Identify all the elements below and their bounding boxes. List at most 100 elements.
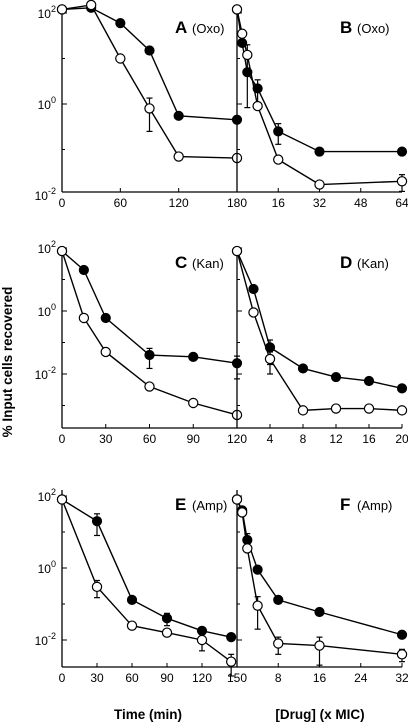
- data-point-filled: [126, 594, 138, 605]
- panel-C: 0 30 60 90 120 102 100 10-2 C (Kan): [35, 239, 248, 446]
- x-tick-label: 24: [354, 671, 368, 685]
- x-tick-label: 180: [227, 196, 247, 210]
- x-tick-label: 60: [125, 671, 139, 685]
- data-point-open: [236, 28, 248, 39]
- data-point-open: [314, 179, 325, 190]
- data-point-open: [231, 4, 243, 15]
- data-point-filled: [314, 606, 325, 618]
- data-point-open: [188, 397, 199, 409]
- y-axis-label: % Input cells recovered: [0, 287, 15, 438]
- data-point-open: [115, 53, 126, 64]
- x-tick-label: 20: [395, 432, 408, 446]
- data-point-filled: [363, 375, 375, 387]
- x-axis-label-time: Time (min): [114, 707, 182, 722]
- data-point-open: [236, 507, 248, 518]
- data-point-open: [264, 353, 276, 365]
- data-point-filled: [188, 351, 199, 362]
- data-point-filled: [396, 146, 408, 157]
- data-point-open: [273, 638, 284, 649]
- panel-letter: A: [175, 18, 187, 37]
- x-axis-label-drug: [Drug] (x MIC): [275, 707, 364, 722]
- y-tick-label: 102: [38, 4, 56, 21]
- x-tick-label: 16: [362, 432, 376, 446]
- data-point-open: [91, 581, 103, 593]
- data-point-open: [242, 49, 253, 61]
- data-point-filled: [242, 534, 253, 546]
- data-point-open: [363, 403, 375, 414]
- x-tick-label: 30: [90, 671, 104, 685]
- data-point-open: [297, 405, 309, 416]
- x-tick-label: 32: [313, 196, 327, 210]
- data-point-open: [231, 245, 243, 257]
- data-point-filled: [78, 264, 89, 276]
- x-tick-label: 90: [187, 432, 201, 446]
- y-tick-label: 100: [38, 302, 56, 319]
- y-tick-label: 102: [38, 239, 56, 256]
- data-point-open: [173, 151, 184, 162]
- data-point-filled: [396, 383, 408, 394]
- data-point-filled: [115, 17, 126, 29]
- data-point-filled: [100, 312, 111, 324]
- panel-letter: D: [340, 253, 352, 272]
- x-tick-label: 8: [275, 671, 282, 685]
- data-point-open: [330, 403, 342, 414]
- data-point-open: [225, 656, 237, 667]
- x-tick-label: 12: [329, 432, 343, 446]
- data-point-open: [248, 307, 259, 318]
- data-point-filled: [91, 516, 103, 527]
- panel-A: 0 60 120 180 102 100 10-2 A (Oxo): [35, 0, 247, 210]
- x-tick-label: 60: [114, 196, 128, 210]
- data-point-open: [231, 494, 243, 505]
- panel-E: 0 30 60 90 120 150 102 100 10-2 E (Amp): [35, 487, 248, 685]
- data-point-filled: [330, 371, 342, 383]
- data-point-open: [56, 4, 68, 15]
- panel-drug-label: (Kan): [357, 256, 389, 271]
- panel-drug-label: (Oxo): [357, 21, 390, 36]
- series-line-filled: [61, 498, 232, 638]
- x-tick-label: 0: [59, 196, 66, 210]
- y-tick-label: 10-2: [35, 186, 56, 203]
- x-tick-label: 0: [59, 671, 66, 685]
- data-point-open: [273, 154, 284, 165]
- x-tick-label: 120: [227, 432, 247, 446]
- panel-letter: E: [175, 495, 186, 514]
- data-point-filled: [173, 110, 184, 121]
- data-point-open: [126, 620, 138, 631]
- panel-F: 8 16 24 32 F (Amp): [231, 490, 408, 685]
- data-point-open: [85, 0, 97, 11]
- x-tick-label: 0: [59, 432, 66, 446]
- data-point-open: [252, 100, 263, 112]
- series-line-filled: [236, 250, 403, 390]
- panel-drug-label: (Oxo): [192, 21, 225, 36]
- data-point-open: [56, 494, 68, 505]
- panel-letter: C: [175, 253, 187, 272]
- panel-letter: B: [340, 18, 352, 37]
- data-point-filled: [226, 632, 237, 643]
- data-point-open: [78, 312, 90, 324]
- x-tick-label: 150: [227, 671, 247, 685]
- panel-drug-label: (Amp): [192, 498, 227, 513]
- x-tick-label: 8: [300, 432, 307, 446]
- y-tick-label: 100: [38, 95, 56, 112]
- panel-drug-label: (Amp): [357, 498, 392, 513]
- data-point-open: [396, 176, 408, 187]
- data-point-filled: [144, 45, 155, 56]
- data-point-open: [144, 381, 155, 392]
- series-line-open: [61, 250, 238, 416]
- data-point-filled: [252, 564, 263, 575]
- data-point-filled: [252, 83, 263, 94]
- data-point-open: [100, 346, 111, 358]
- data-point-open: [252, 600, 263, 611]
- data-point-filled: [273, 594, 284, 605]
- data-point-open: [161, 627, 173, 638]
- data-point-open: [396, 649, 408, 660]
- x-tick-label: 48: [354, 196, 368, 210]
- data-point-filled: [297, 363, 309, 374]
- x-tick-label: 30: [99, 432, 113, 446]
- data-point-open: [196, 634, 208, 646]
- data-point-filled: [248, 283, 259, 295]
- x-tick-label: 4: [267, 432, 274, 446]
- data-point-open: [56, 245, 68, 257]
